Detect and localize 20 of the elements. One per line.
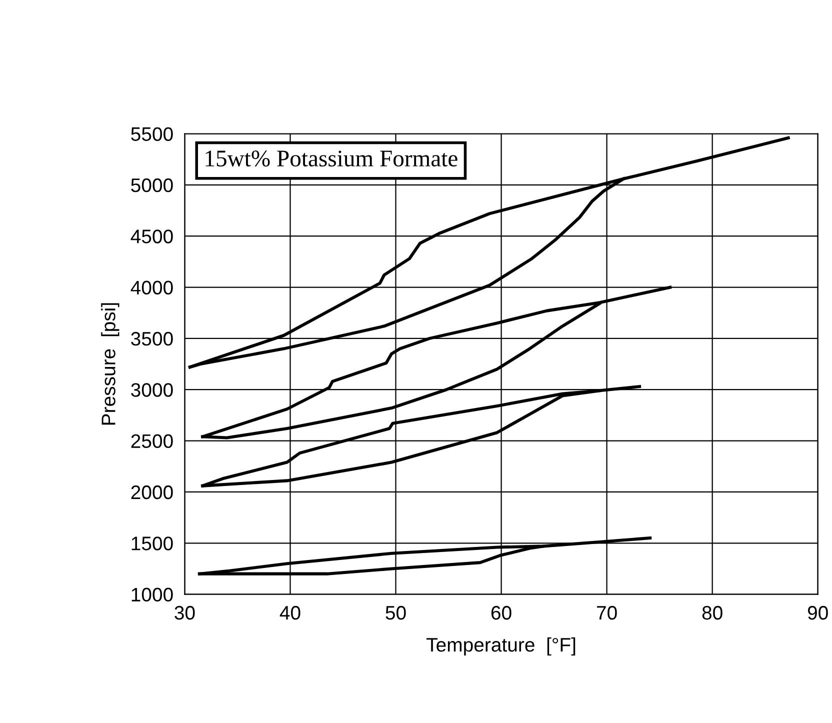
x-tick-label: 30	[174, 606, 195, 620]
y-tick-label: 2500	[131, 434, 173, 448]
y-axis-title: Pressure [psi]	[101, 303, 120, 425]
y-tick-label: 3500	[131, 332, 173, 346]
x-tick-label: 60	[491, 606, 512, 620]
y-tick-label: 5500	[131, 127, 173, 141]
x-axis-title: Temperature [°F]	[426, 637, 576, 656]
annotation: 15wt% Potassium Formate	[206, 150, 458, 167]
y-tick-label: 5000	[131, 178, 173, 192]
y-tick-label: 4500	[130, 230, 173, 244]
x-tick-label: 50	[386, 606, 406, 620]
y-tick-label: 4000	[130, 280, 173, 295]
y-tick-label: 1500	[132, 536, 173, 550]
x-tick-label: 70	[596, 606, 617, 620]
x-tick-label: 90	[808, 606, 828, 620]
y-tick-label: 2000	[131, 485, 173, 500]
x-tick-label: 80	[702, 606, 722, 620]
x-tick-label: 40	[280, 606, 300, 620]
y-tick-label: 3000	[131, 383, 173, 397]
y-tick-label: 1000	[132, 588, 173, 602]
